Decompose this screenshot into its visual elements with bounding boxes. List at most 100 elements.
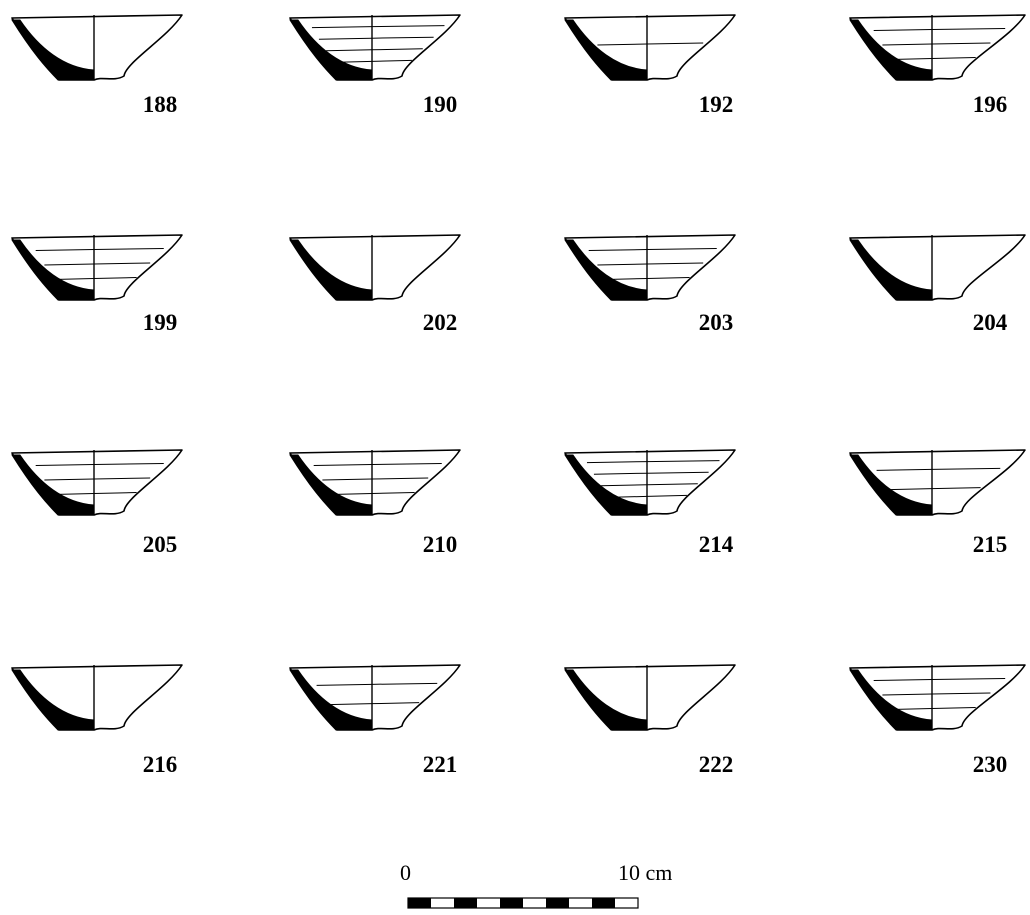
decoration-line: [371, 682, 438, 685]
decoration-line: [44, 478, 95, 481]
vessel-192: [564, 14, 736, 81]
decoration-line: [597, 263, 648, 266]
decoration-line: [646, 494, 687, 497]
decoration-line: [931, 707, 976, 709]
scale-bar-segment: [408, 898, 431, 908]
decoration-line: [322, 478, 373, 481]
scale-bar-segment: [454, 898, 477, 908]
vessel-label: 202: [423, 310, 458, 335]
decoration-line: [882, 43, 933, 46]
decoration-line: [606, 278, 648, 280]
decoration-line: [891, 708, 933, 710]
decoration-line: [588, 249, 648, 251]
decoration-line: [891, 58, 933, 60]
scale-bar: 0 10 cm: [400, 860, 672, 909]
scale-end-label: 10 cm: [618, 860, 672, 885]
decoration-line: [371, 702, 420, 705]
decoration-line: [44, 263, 95, 266]
vessel-202: [289, 234, 461, 301]
decoration-line: [646, 42, 704, 45]
decoration-line: [882, 693, 933, 696]
decoration-line: [931, 678, 1006, 680]
vessel-label: 204: [973, 310, 1008, 335]
decoration-line: [931, 42, 991, 45]
vessel-label: 196: [973, 92, 1008, 117]
scale-start-label: 0: [400, 860, 411, 885]
decoration-line: [35, 249, 95, 251]
vessel-196: [849, 14, 1026, 81]
decoration-line: [93, 463, 164, 465]
vessel-label: 205: [143, 532, 178, 557]
decoration-line: [931, 467, 1001, 470]
decoration-line: [311, 26, 373, 29]
decoration-line: [586, 461, 648, 464]
vessel-label: 216: [143, 752, 178, 777]
vessel-label: 188: [143, 92, 178, 117]
scale-bar-segments: [407, 897, 639, 909]
decoration-line: [331, 493, 373, 495]
decoration-line: [53, 278, 95, 280]
decoration-line: [371, 463, 442, 465]
vessel-230: [849, 664, 1026, 731]
decoration-line: [593, 472, 648, 475]
decoration-line: [93, 262, 151, 265]
decoration-line: [332, 60, 373, 63]
vessel-190: [289, 14, 461, 81]
decoration-line: [646, 483, 698, 486]
decoration-line: [328, 703, 373, 706]
decoration-line: [93, 248, 164, 250]
vessel-label: 222: [699, 752, 734, 777]
decoration-line: [325, 49, 373, 52]
vessel-label: 203: [699, 310, 734, 335]
vessel-199: [11, 234, 183, 301]
vessel-203: [564, 234, 736, 301]
decoration-line: [371, 25, 445, 28]
vessel-205: [11, 449, 183, 516]
decoration-line: [607, 495, 648, 498]
decoration-line: [371, 477, 429, 480]
decoration-line: [371, 48, 423, 51]
decoration-line: [371, 36, 434, 39]
vessel-label: 215: [973, 532, 1008, 557]
vessel-label: 199: [143, 310, 178, 335]
scale-bar-segment: [546, 898, 569, 908]
decoration-line: [93, 277, 137, 279]
decoration-line: [873, 679, 933, 681]
decoration-line: [597, 43, 648, 46]
decoration-line: [931, 487, 981, 490]
decoration-line: [931, 692, 991, 695]
decoration-line: [931, 28, 1006, 30]
decoration-line: [313, 464, 373, 466]
vessel-label: 190: [423, 92, 458, 117]
vessel-216: [11, 664, 183, 731]
vessel-222: [564, 664, 736, 731]
decoration-line: [316, 683, 373, 686]
decoration-line: [371, 59, 412, 62]
decoration-line: [600, 484, 648, 487]
decoration-line: [646, 460, 720, 463]
decoration-line: [646, 277, 690, 279]
vessel-215: [849, 449, 1026, 516]
decoration-line: [646, 248, 717, 250]
decoration-line: [53, 493, 95, 495]
vessel-214: [564, 449, 736, 516]
decoration-line: [873, 29, 933, 31]
vessel-label: 230: [973, 752, 1008, 777]
vessel-221: [289, 664, 461, 731]
decoration-line: [371, 492, 415, 494]
vessel-drawings: [11, 14, 1026, 731]
vessel-188: [11, 14, 183, 81]
decoration-line: [93, 477, 151, 480]
scale-bar-segment: [500, 898, 523, 908]
decoration-line: [35, 464, 95, 466]
decoration-line: [318, 37, 373, 40]
decoration-line: [646, 262, 704, 265]
decoration-line: [888, 488, 933, 491]
vessel-label: 221: [423, 752, 458, 777]
decoration-line: [93, 492, 137, 494]
decoration-line: [931, 57, 976, 59]
vessel-210: [289, 449, 461, 516]
vessel-label: 192: [699, 92, 734, 117]
decoration-line: [876, 468, 933, 471]
